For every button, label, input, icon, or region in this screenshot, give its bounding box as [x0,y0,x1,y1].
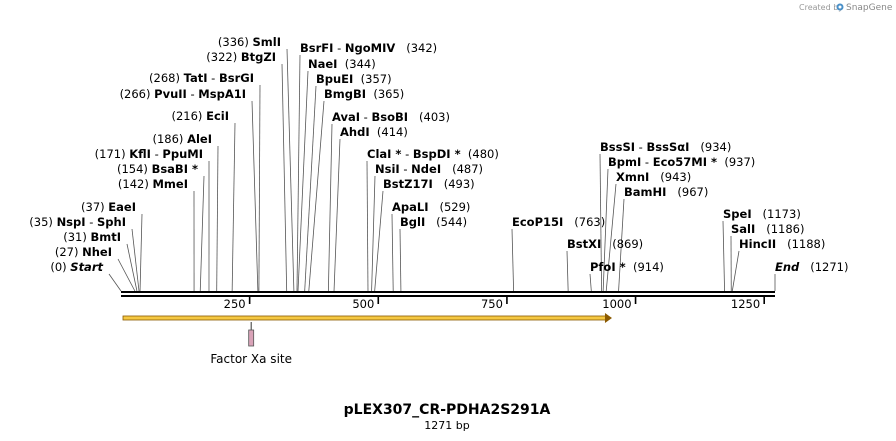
enzyme-label[interactable]: HincII (1188) [739,237,825,251]
enzyme-label[interactable]: End (1271) [775,260,849,274]
enzyme-label[interactable]: EcoP15I (763) [512,215,605,229]
watermark-brand: SnapGene [846,3,893,13]
enzyme-leader-line [286,48,295,292]
enzyme-label[interactable]: ApaLI (529) [392,200,470,214]
enzyme-label[interactable]: (142) MmeI [118,177,188,191]
enzyme-leader-line [371,175,376,292]
enzyme-leader-line [618,198,625,292]
orf-arrow-head[interactable] [604,313,612,323]
enzyme-label[interactable]: (171) KflI - PpuMI [95,147,203,161]
enzyme-label[interactable]: SpeI (1173) [723,207,801,221]
enzyme-leader-line [589,273,592,292]
enzyme-leader-lines [108,48,776,292]
enzyme-label[interactable]: BglI (544) [400,215,467,229]
enzyme-label[interactable]: (266) PvuII - MspA1I [120,87,246,101]
enzyme-leader-line [199,175,205,292]
enzyme-label[interactable]: BamHI (967) [624,185,708,199]
enzyme-label[interactable]: PfoI * (914) [590,260,664,274]
enzyme-label[interactable]: (322) BtgZI [206,50,276,64]
enzyme-label[interactable]: ClaI * - BspDI * (480) [367,147,499,161]
snapgene-logo-icon [836,3,844,11]
dna-backbone [121,291,775,297]
axis-tick-label: 750 [481,297,503,311]
enzyme-leader-line [391,213,394,292]
orf-arrow-body[interactable] [122,315,607,321]
enzyme-leader-line [722,220,725,292]
enzyme-leader-line [599,153,602,292]
enzyme-label[interactable]: (31) BmtI [63,230,121,244]
enzyme-label[interactable]: (336) SmlI [218,35,281,49]
enzyme-leader-line [231,122,236,292]
enzyme-label[interactable]: BstXI (869) [567,237,643,251]
enzyme-leader-line [258,84,261,292]
sequence-length: 1271 bp [424,419,469,432]
enzyme-leader-line [281,63,288,292]
enzyme-leader-line [327,123,333,292]
axis-tick-label: 1250 [731,297,760,311]
enzyme-label[interactable]: BpuEI (357) [316,72,392,86]
enzyme-label[interactable]: (216) EciI [172,109,230,123]
enzyme-leader-line [131,228,140,292]
enzyme-leader-line [605,183,617,292]
enzyme-leader-line [333,138,341,292]
enzyme-label[interactable]: NaeI (344) [308,57,376,71]
watermark: Created by SnapGene [799,3,893,13]
enzyme-leader-line [117,258,136,292]
enzyme-leader-line [216,145,219,292]
axis-ticks: 250 500 750 1000 1250 [224,297,765,311]
enzyme-leader-line [399,228,402,292]
enzyme-leader-line [251,100,259,292]
enzyme-leader-line [731,250,740,292]
enzyme-label[interactable]: BsrFI - NgoMIV (342) [300,41,437,55]
enzyme-label[interactable]: XmnI (943) [616,170,691,184]
enzyme-leader-line [297,70,309,292]
axis-tick-label: 1000 [602,297,631,311]
enzyme-label[interactable]: (35) NspI - SphI [29,215,126,229]
enzyme-label[interactable]: (37) EaeI [81,200,136,214]
enzyme-label[interactable]: AhdI (414) [340,125,408,139]
enzyme-label[interactable]: (268) TatI - BsrGI [149,71,254,85]
enzyme-leader-line [108,273,122,292]
enzyme-label[interactable]: SalI (1186) [731,222,804,236]
enzyme-leader-line [304,85,317,292]
factor-xa-site-label: Factor Xa site [210,352,292,366]
enzyme-leader-line [566,250,569,292]
enzyme-label[interactable]: BmgBI (365) [324,87,404,101]
enzyme-label[interactable]: (154) BsaBI * [117,162,198,176]
enzyme-label[interactable]: (186) AleI [152,132,212,146]
watermark-prefix: Created by [799,3,843,12]
axis-tick-label: 500 [352,297,374,311]
enzyme-label[interactable]: BstZ17I (493) [383,177,475,191]
enzyme-label[interactable]: (27) NheI [55,245,112,259]
enzyme-label[interactable]: BssSI - BssSαI (934) [600,140,731,154]
enzyme-labels: (0) Start(27) NheI(31) BmtI(35) NspI - S… [29,35,848,274]
enzyme-leader-line [374,190,384,292]
sequence-title: pLEX307_CR-PDHA2S291A [344,402,551,418]
orf-arrow[interactable] [122,313,612,323]
enzyme-leader-line [126,243,138,292]
enzyme-leader-line [308,100,325,292]
enzyme-leader-line [366,160,369,292]
enzyme-leader-line [511,228,515,292]
axis-tick-label: 250 [224,297,246,311]
enzyme-leader-line [139,213,143,292]
factor-xa-site-marker[interactable] [248,329,255,347]
enzyme-label[interactable]: AvaI - BsoBI (403) [332,110,450,124]
enzyme-leader-line [296,54,301,292]
enzyme-leader-line [602,168,609,292]
factor-xa-site[interactable]: Factor Xa site [210,322,292,366]
enzyme-label[interactable]: NsiI - NdeI (487) [375,162,483,176]
enzyme-label[interactable]: BpmI - Eco57MI * (937) [608,155,755,169]
enzyme-label[interactable]: (0) Start [50,260,103,274]
